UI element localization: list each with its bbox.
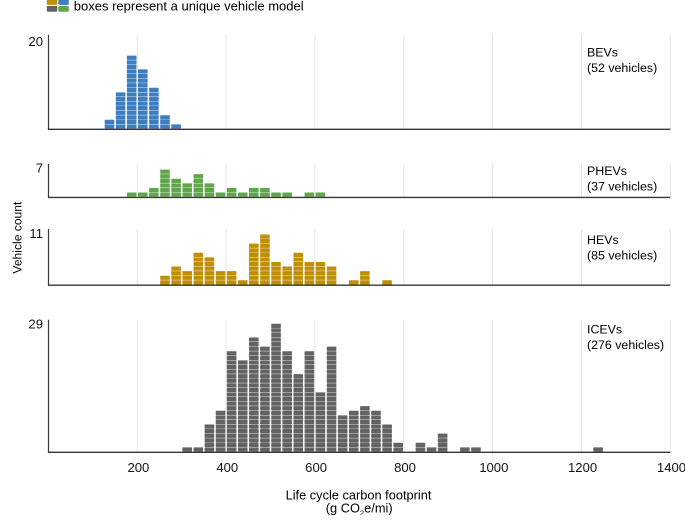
svg-text:(37 vehicles): (37 vehicles) [587,180,657,194]
svg-text:boxes represent a unique vehic: boxes represent a unique vehicle model [74,0,304,13]
svg-text:1400: 1400 [657,460,685,475]
svg-text:11: 11 [29,226,43,241]
svg-text:(g CO2e/mi): (g CO2e/mi) [326,501,393,515]
svg-text:BEVs: BEVs [587,45,618,59]
svg-text:600: 600 [305,460,327,475]
svg-text:1200: 1200 [568,460,597,475]
svg-text:400: 400 [216,460,238,475]
svg-text:Vehicle count: Vehicle count [11,201,25,274]
svg-text:HEVs: HEVs [587,233,619,247]
svg-text:200: 200 [127,460,149,475]
svg-text:(52 vehicles): (52 vehicles) [587,61,657,75]
svg-text:7: 7 [36,161,43,176]
svg-text:PHEVs: PHEVs [587,164,627,178]
svg-text:(276 vehicles): (276 vehicles) [587,338,664,352]
svg-text:(85 vehicles): (85 vehicles) [587,249,657,263]
svg-text:1000: 1000 [479,460,508,475]
svg-text:20: 20 [28,34,43,49]
svg-text:800: 800 [394,460,416,475]
svg-text:29: 29 [28,317,43,332]
svg-text:Life cycle carbon footprint: Life cycle carbon footprint [286,487,432,502]
svg-text:ICEVs: ICEVs [587,323,622,337]
